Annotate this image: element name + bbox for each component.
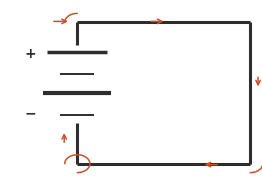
Text: −: −	[24, 106, 36, 121]
Text: +: +	[24, 47, 36, 61]
